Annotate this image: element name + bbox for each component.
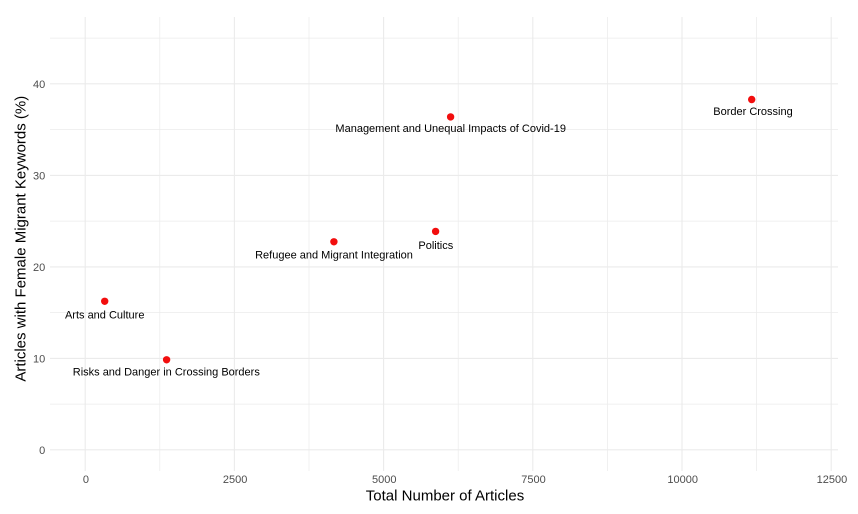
svg-text:Management and Unequal Impacts: Management and Unequal Impacts of Covid-… — [335, 123, 566, 135]
svg-text:0: 0 — [39, 445, 45, 457]
svg-text:20: 20 — [33, 262, 45, 274]
svg-text:10000: 10000 — [667, 474, 698, 486]
svg-text:5000: 5000 — [372, 474, 396, 486]
svg-text:10: 10 — [33, 354, 45, 366]
svg-text:Border Crossing: Border Crossing — [713, 106, 792, 118]
svg-text:0: 0 — [83, 474, 89, 486]
svg-text:Articles with Female Migrant K: Articles with Female Migrant Keywords (%… — [13, 96, 30, 382]
svg-text:Risks and Danger in Crossing B: Risks and Danger in Crossing Borders — [73, 367, 261, 379]
svg-text:Total Number of Articles: Total Number of Articles — [366, 488, 524, 505]
svg-text:12500: 12500 — [817, 474, 848, 486]
svg-text:7500: 7500 — [521, 474, 545, 486]
svg-text:40: 40 — [33, 79, 45, 91]
svg-text:Politics: Politics — [418, 240, 453, 252]
svg-text:2500: 2500 — [223, 474, 247, 486]
svg-text:Refugee and Migrant Integratio: Refugee and Migrant Integration — [255, 249, 413, 261]
svg-text:30: 30 — [33, 171, 45, 183]
svg-text:Arts and Culture: Arts and Culture — [65, 310, 144, 322]
